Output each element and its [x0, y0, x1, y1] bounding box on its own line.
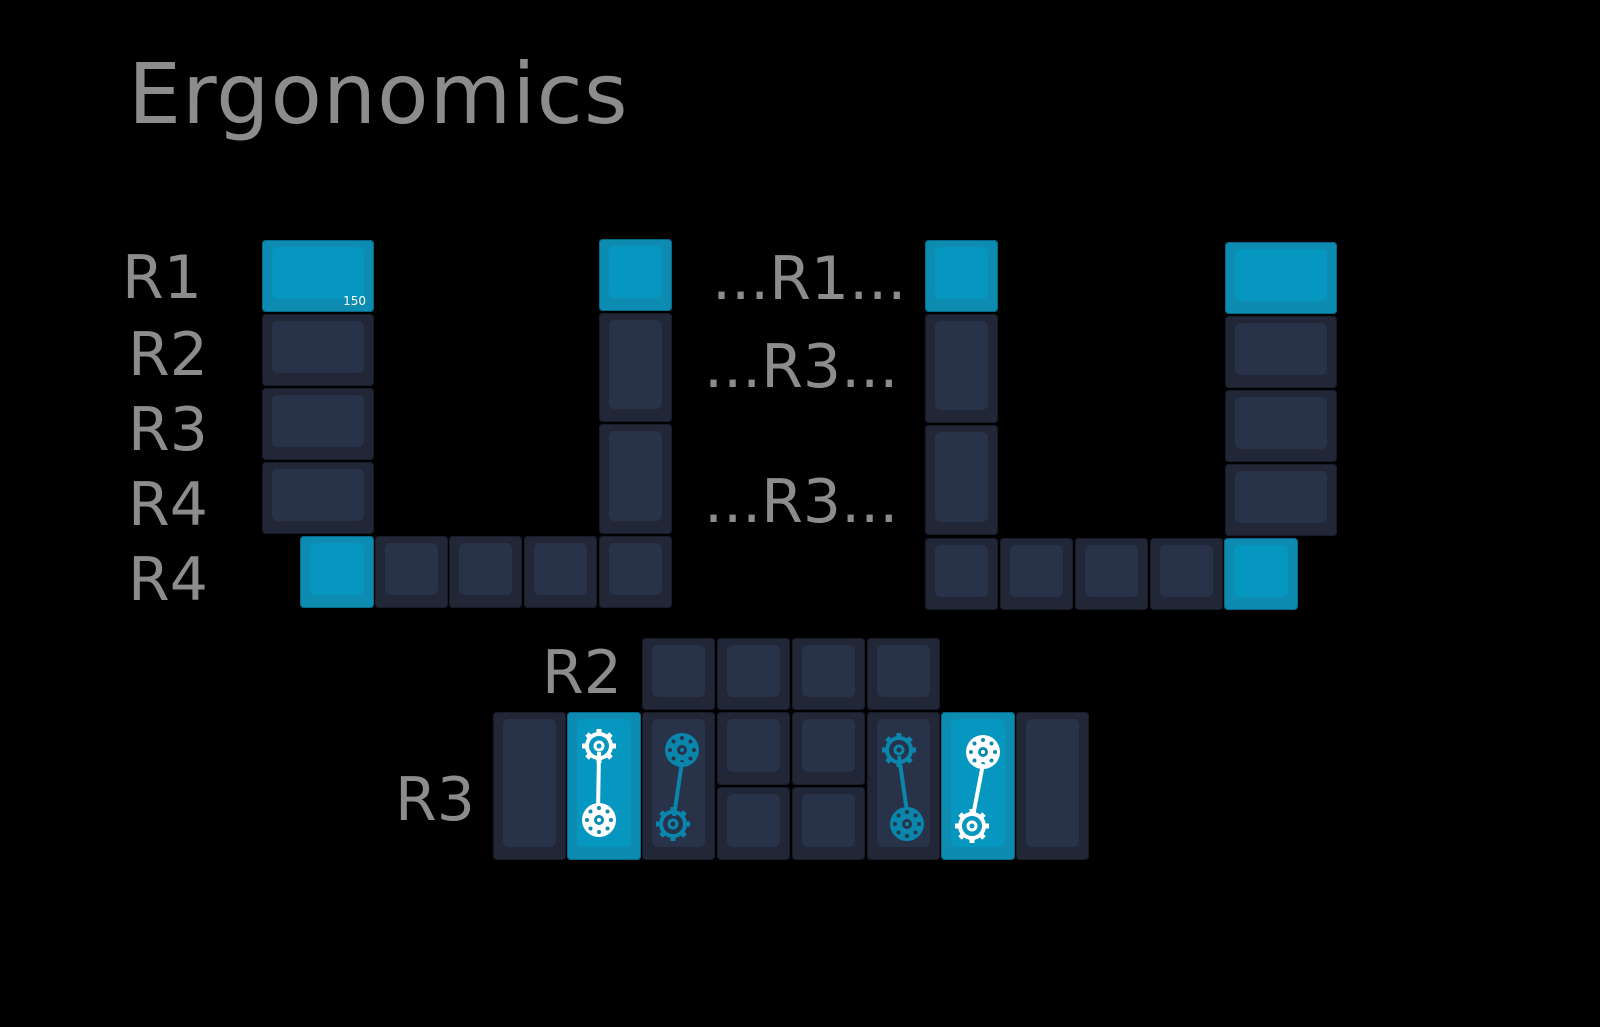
center-label-r3-upper: ...R3...	[704, 332, 899, 402]
key-r4-thumb	[524, 536, 597, 608]
key-r2-100	[642, 638, 715, 710]
gear-linkage-icon	[582, 729, 616, 837]
key-r3-vertical-200	[1016, 712, 1089, 860]
key-r4-thumb	[1150, 538, 1223, 610]
key-r3-vertical-200	[567, 712, 641, 860]
key-r3-150	[262, 388, 374, 460]
key-r4-thumb	[1000, 538, 1073, 610]
bottom-label-r3: R3	[395, 765, 475, 835]
key-r4-100	[717, 787, 790, 860]
key-r2-100	[792, 638, 865, 710]
key-vertical-200	[925, 314, 998, 423]
key-r4-thumb	[599, 536, 672, 608]
row-label-r4-thumb: R4	[128, 545, 208, 615]
key-r3-100	[792, 712, 865, 785]
gear-linkage-icon	[656, 733, 699, 841]
key-vertical-200	[925, 425, 998, 535]
row-label-r2: R2	[128, 320, 208, 390]
key-r1-100	[599, 239, 672, 311]
key-r2-100	[867, 638, 940, 710]
key-r1-100	[925, 240, 998, 312]
key-r3-vertical-200	[493, 712, 566, 860]
key-r3-100	[717, 712, 790, 785]
key-r4-thumb	[449, 536, 522, 608]
key-r3-vertical-200	[867, 712, 940, 860]
key-r4-100	[792, 787, 865, 860]
key-r2-150	[1225, 316, 1337, 388]
gear-linkage-icon	[882, 733, 924, 841]
bottom-label-r2: R2	[542, 638, 622, 708]
key-r2-100	[717, 638, 790, 710]
key-r4-thumb	[925, 538, 998, 610]
key-r4-thumb	[1075, 538, 1148, 610]
key-r3-150	[1225, 390, 1337, 462]
key-r4-150	[1225, 464, 1337, 536]
center-label-r1: ...R1...	[712, 244, 907, 314]
page-title: Ergonomics	[128, 45, 629, 143]
key-r3-vertical-200	[642, 712, 715, 860]
key-r4-thumb	[375, 536, 448, 608]
row-label-r4: R4	[128, 470, 208, 540]
key-r1-150: 150	[262, 240, 374, 312]
key-r1-150	[1225, 242, 1337, 314]
key-r4-thumb	[300, 536, 374, 608]
row-label-r3: R3	[128, 395, 208, 465]
key-vertical-200	[599, 313, 672, 422]
key-r2-150	[262, 314, 374, 386]
key-vertical-200	[599, 424, 672, 534]
gear-linkage-icon	[955, 735, 1000, 843]
center-label-r3-lower: ...R3...	[704, 467, 899, 537]
key-size-legend: 150	[343, 294, 366, 308]
key-r4-150	[262, 462, 374, 534]
row-label-r1: R1	[122, 243, 202, 313]
key-r4-thumb	[1224, 538, 1298, 610]
key-r3-vertical-200	[941, 712, 1015, 860]
